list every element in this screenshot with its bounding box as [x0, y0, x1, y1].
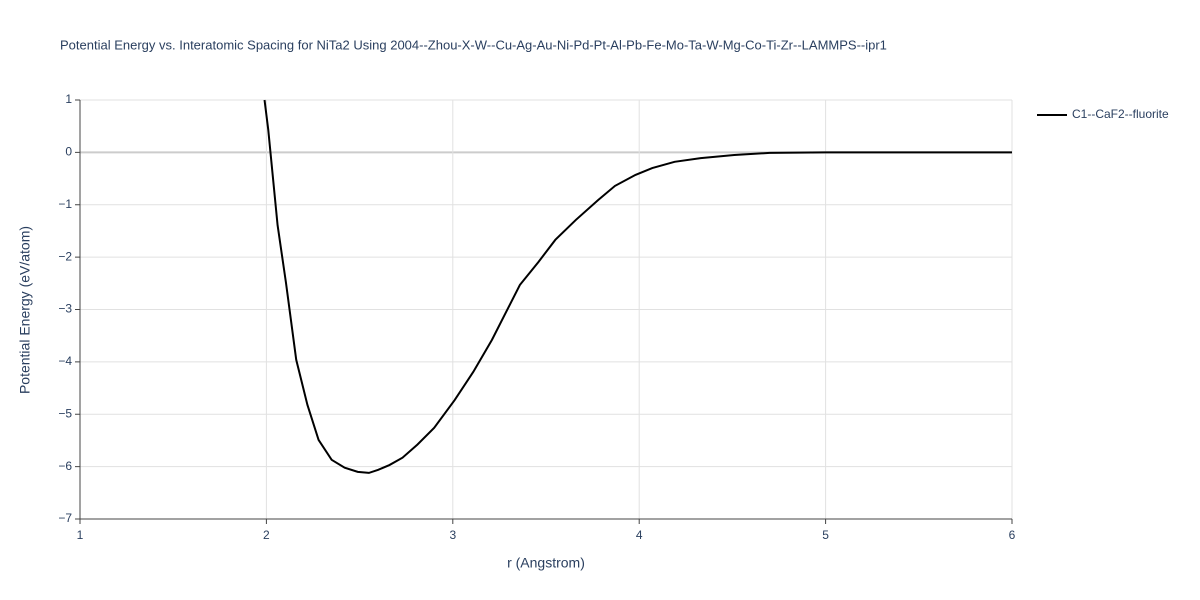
x-tick-label: 1	[77, 528, 84, 542]
y-tick-label: 1	[65, 92, 72, 106]
y-tick-label: −2	[58, 249, 72, 263]
x-tick-label: 2	[263, 528, 270, 542]
x-axis-label: r (Angstrom)	[507, 555, 585, 571]
y-tick-label: −6	[58, 459, 72, 473]
y-axis-label: Potential Energy (eV/atom)	[17, 226, 33, 394]
series-line	[263, 99, 1012, 474]
y-tick-label: −5	[58, 406, 72, 420]
y-tick-label: −4	[58, 354, 72, 368]
x-tick-label: 3	[449, 528, 456, 542]
x-tick-label: 4	[636, 528, 643, 542]
legend-label: C1--CaF2--fluorite	[1072, 107, 1169, 121]
y-tick-label: −3	[58, 302, 72, 316]
x-tick-label: 5	[822, 528, 829, 542]
chart-title: Potential Energy vs. Interatomic Spacing…	[60, 37, 887, 52]
y-tick-label: 0	[65, 145, 72, 159]
x-tick-label: 6	[1009, 528, 1016, 542]
y-tick-label: −7	[58, 511, 72, 525]
y-tick-label: −1	[58, 197, 72, 211]
